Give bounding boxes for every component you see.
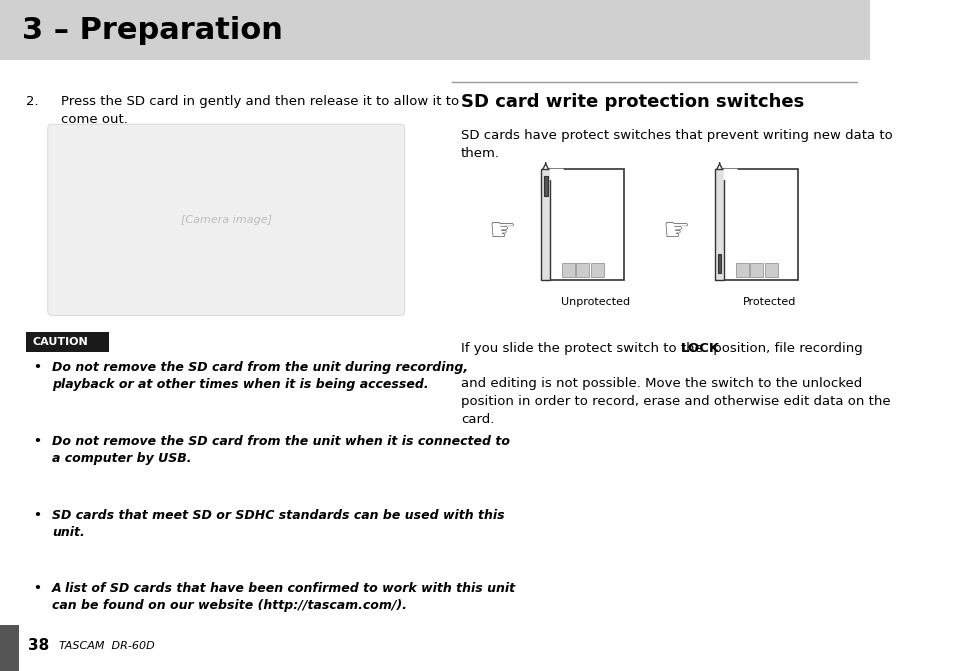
Text: If you slide the protect switch to the: If you slide the protect switch to the	[460, 342, 706, 355]
Text: Protected: Protected	[742, 297, 796, 307]
Text: Press the SD card in gently and then release it to allow it to
come out.: Press the SD card in gently and then rel…	[61, 95, 458, 126]
FancyBboxPatch shape	[591, 263, 603, 276]
Text: SD cards have protect switches that prevent writing new data to
them.: SD cards have protect switches that prev…	[460, 129, 892, 160]
Text: 2.: 2.	[26, 95, 39, 108]
Text: •: •	[33, 435, 41, 448]
Text: ☞: ☞	[661, 217, 689, 246]
FancyBboxPatch shape	[561, 263, 574, 276]
Text: •: •	[33, 361, 41, 374]
Text: SD card write protection switches: SD card write protection switches	[460, 93, 803, 111]
Text: and editing is not possible. Move the switch to the unlocked
position in order t: and editing is not possible. Move the sw…	[460, 377, 890, 426]
Text: Do not remove the SD card from the unit during recording,
playback or at other t: Do not remove the SD card from the unit …	[52, 361, 468, 391]
Text: [Camera image]: [Camera image]	[180, 215, 272, 225]
Text: 38: 38	[28, 638, 49, 653]
FancyBboxPatch shape	[750, 263, 762, 276]
FancyBboxPatch shape	[764, 263, 778, 276]
Text: position, file recording: position, file recording	[708, 342, 862, 355]
Text: ☞: ☞	[488, 217, 516, 246]
FancyBboxPatch shape	[735, 263, 748, 276]
FancyBboxPatch shape	[540, 169, 550, 280]
FancyBboxPatch shape	[723, 169, 797, 280]
Text: CAUTION: CAUTION	[32, 338, 88, 347]
Text: SD cards that meet SD or SDHC standards can be used with this
unit.: SD cards that meet SD or SDHC standards …	[52, 509, 504, 539]
Polygon shape	[723, 169, 737, 180]
FancyBboxPatch shape	[48, 124, 404, 315]
FancyBboxPatch shape	[550, 169, 623, 280]
Text: A list of SD cards that have been confirmed to work with this unit
can be found : A list of SD cards that have been confir…	[52, 582, 516, 613]
FancyBboxPatch shape	[717, 254, 720, 274]
Polygon shape	[550, 169, 563, 180]
Text: 3 – Preparation: 3 – Preparation	[22, 15, 282, 45]
Text: TASCAM  DR-60D: TASCAM DR-60D	[59, 641, 154, 650]
Text: •: •	[33, 509, 41, 521]
Text: Unprotected: Unprotected	[560, 297, 630, 307]
FancyBboxPatch shape	[26, 332, 109, 352]
FancyBboxPatch shape	[715, 169, 723, 280]
Text: •: •	[33, 582, 41, 595]
FancyBboxPatch shape	[543, 176, 547, 196]
FancyBboxPatch shape	[576, 263, 589, 276]
FancyBboxPatch shape	[0, 0, 869, 60]
Text: LOCK: LOCK	[680, 342, 720, 355]
FancyBboxPatch shape	[0, 625, 19, 671]
Text: Do not remove the SD card from the unit when it is connected to
a computer by US: Do not remove the SD card from the unit …	[52, 435, 510, 465]
